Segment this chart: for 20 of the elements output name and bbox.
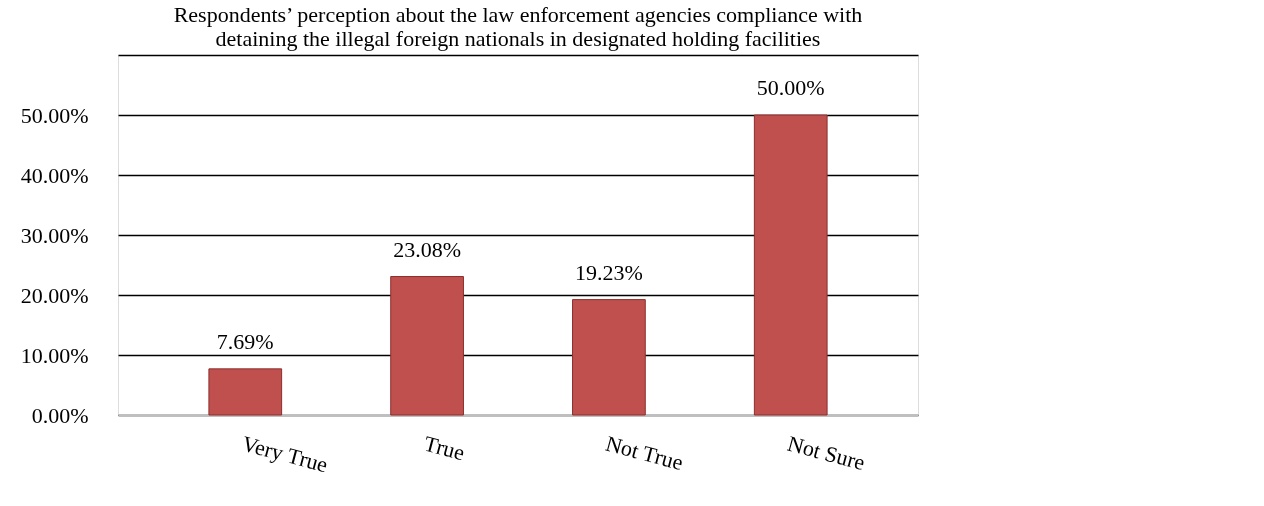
bar [753, 114, 828, 416]
bar [390, 276, 464, 416]
y-tick-label: 50.00% [20, 102, 89, 128]
data-label: 50.00% [756, 75, 825, 100]
bar [208, 368, 283, 416]
data-label: 19.23% [574, 259, 643, 285]
data-label: 7.69% [216, 328, 274, 354]
bar [572, 299, 646, 416]
y-tick-label: 0.00% [31, 402, 89, 428]
text: Respondents’ perception about the law enforcement agencies compliance with [173, 2, 863, 27]
x-tick-label: Very True [239, 430, 331, 478]
y-tick-label: 20.00% [20, 282, 89, 308]
y-tick-label: 10.00% [20, 342, 89, 368]
y-tick-label: 40.00% [20, 162, 89, 188]
x-tick-label: Not True [603, 430, 686, 476]
y-tick-label: 30.00% [20, 222, 89, 248]
data-label: 23.08% [393, 236, 461, 262]
text: detaining the illegal foreign nationals in designated holding facilities [215, 26, 821, 51]
x-tick-label: Not Sure [785, 430, 868, 476]
x-tick-label: True [421, 430, 468, 466]
